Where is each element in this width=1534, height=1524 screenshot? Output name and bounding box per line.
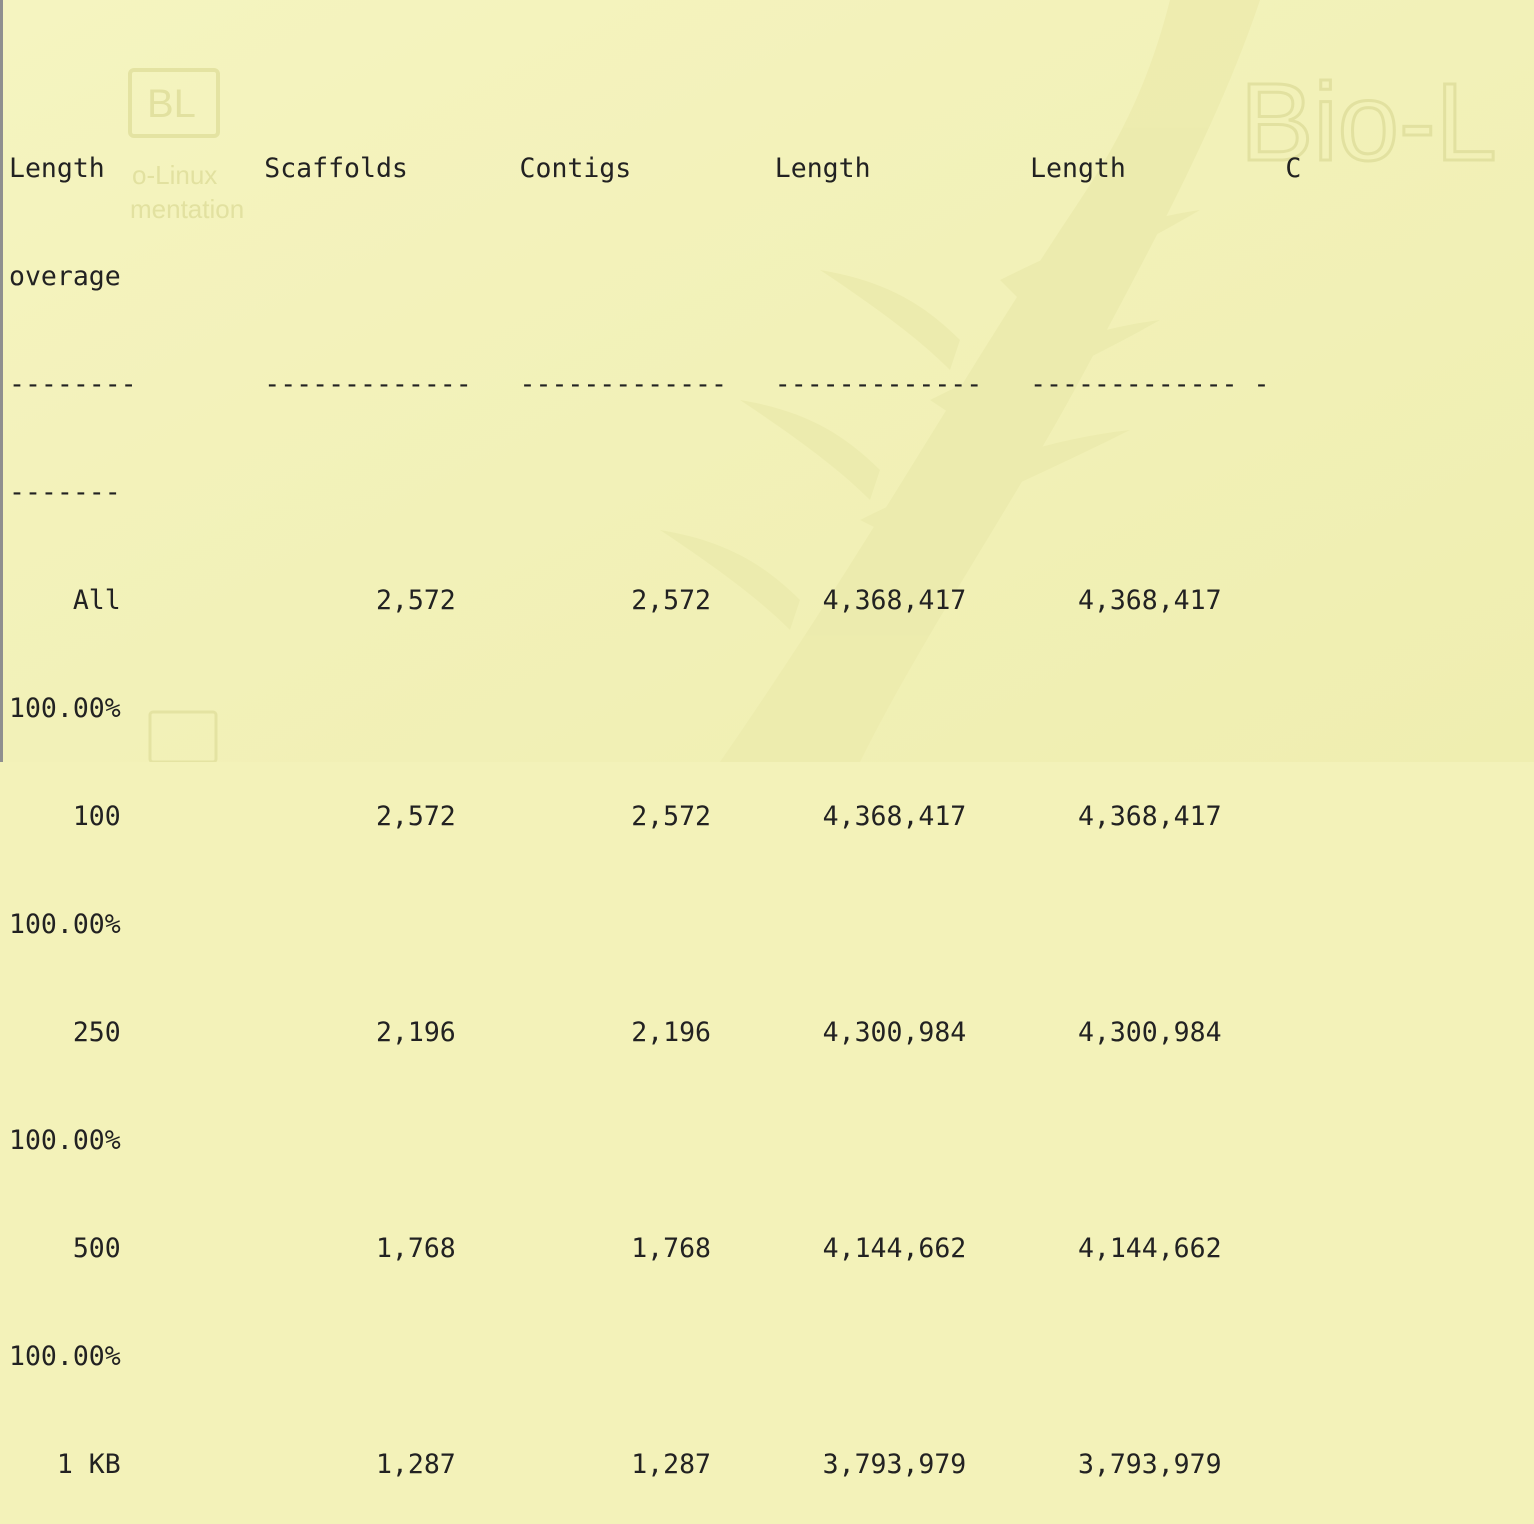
table-row-coverage: 100.00% — [9, 1341, 121, 1372]
table-divider-line-2: ------- — [9, 477, 121, 508]
table-row: 100 2,572 2,572 4,368,417 4,368,417 — [9, 801, 1222, 832]
wallpaper-logo: Bio-L — [1240, 61, 1497, 184]
app-icon-caption-2: mentation — [130, 194, 244, 224]
table-header-line-2: overage — [9, 261, 121, 292]
terminal-line: ng — [9, 77, 1301, 79]
table-row: 250 2,196 2,196 4,300,984 4,300,984 — [9, 1017, 1222, 1048]
table-row-coverage: 100.00% — [9, 909, 121, 940]
desktop-wallpaper: BL o-Linux mentation Bio-L — [0, 0, 1534, 762]
table-row: All 2,572 2,572 4,368,417 4,368,417 — [9, 585, 1222, 616]
window-left-border — [0, 0, 3, 762]
app-icon: BL o-Linux mentation — [128, 68, 244, 224]
app-icon-badge: BL — [147, 82, 196, 126]
table-row: 1 KB 1,287 1,287 3,793,979 3,793,979 — [9, 1449, 1222, 1480]
terminal-output[interactable]: ng Length Scaffolds Contigs Length Lengt… — [9, 5, 1301, 1524]
app-icon-caption-1: o-Linux — [132, 160, 217, 190]
table-divider-line-1: -------- ------------- ------------- ---… — [9, 369, 1270, 400]
table-row-coverage: 100.00% — [9, 1125, 121, 1156]
table-row-coverage: 100.00% — [9, 693, 121, 724]
table-row: 500 1,768 1,768 4,144,662 4,144,662 — [9, 1233, 1222, 1264]
folder-icon — [148, 710, 218, 762]
fern-watermark — [660, 0, 1260, 762]
table-header-line-1: Length Scaffolds Contigs Length Length C — [9, 153, 1302, 184]
